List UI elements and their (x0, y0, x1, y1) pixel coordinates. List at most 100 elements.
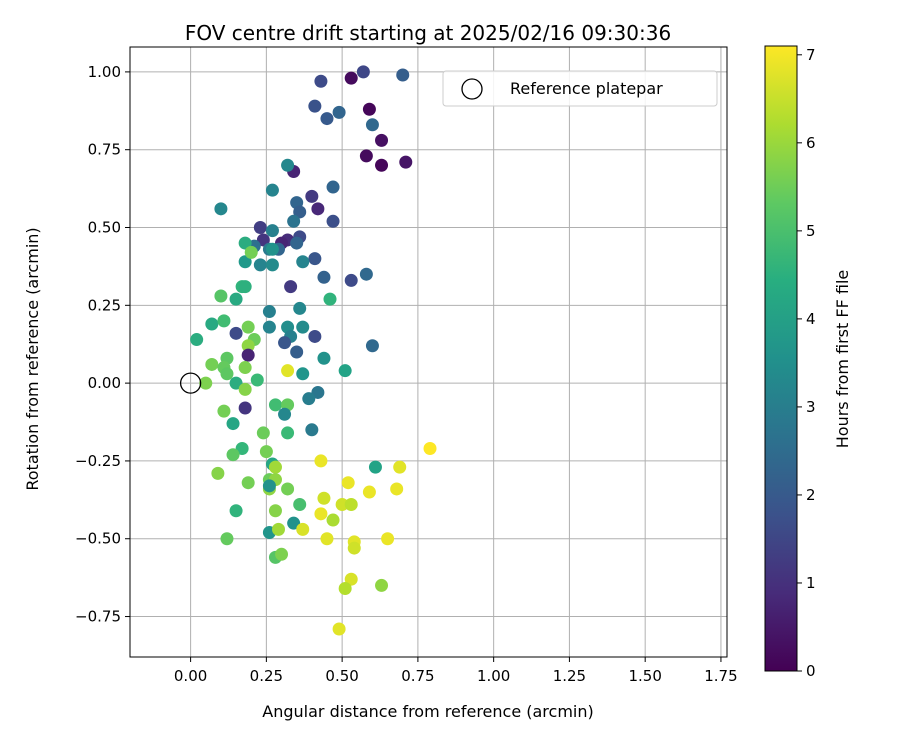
scatter-point (344, 572, 358, 586)
scatter-point (314, 454, 328, 468)
scatter-point (362, 485, 376, 499)
scatter-point (268, 460, 282, 474)
scatter-point (344, 273, 358, 287)
scatter-point (290, 345, 304, 359)
scatter-point (287, 214, 301, 228)
legend-label-reference: Reference platepar (510, 79, 663, 98)
scatter-point (311, 202, 325, 216)
colorbar-tick-label: 1 (806, 574, 816, 592)
scatter-point (238, 382, 252, 396)
scatter-point (308, 99, 322, 113)
scatter-point (393, 460, 407, 474)
x-tick-label: 0.50 (325, 667, 358, 685)
scatter-point (214, 289, 228, 303)
scatter-point (359, 267, 373, 281)
scatter-point (356, 65, 370, 79)
scatter-point (241, 476, 255, 490)
legend-reference-marker (461, 78, 483, 100)
x-tick-label: 0.00 (174, 667, 207, 685)
scatter-point (338, 364, 352, 378)
colorbar-label: Hours from first FF file (833, 270, 852, 449)
y-tick-label: −0.25 (75, 452, 121, 470)
reference-platepar-marker (179, 372, 202, 394)
scatter-point (235, 441, 249, 455)
plot-frame (129, 46, 728, 658)
scatter-point (229, 504, 243, 518)
scatter-point (256, 233, 270, 247)
scatter-point (375, 133, 389, 147)
scatter-point (265, 258, 279, 272)
y-tick-label: 0.25 (88, 296, 121, 314)
x-axis-label: Angular distance from reference (arcmin) (262, 702, 593, 721)
scatter-point (341, 476, 355, 490)
x-tick-label: 1.25 (553, 667, 586, 685)
scatter-point (381, 532, 395, 546)
scatter-point (396, 68, 410, 82)
scatter-point (326, 214, 340, 228)
reference-marker-group (179, 372, 202, 394)
x-tick-label: 0.75 (401, 667, 434, 685)
x-axis-ticks: 0.00 0.25 0.50 0.75 1.00 1.25 1.50 1.75 (174, 657, 738, 685)
y-tick-label: −0.50 (75, 530, 121, 548)
scatter-point (296, 320, 310, 334)
y-tick-label: 0.00 (88, 374, 121, 392)
colorbar-gradient (764, 45, 798, 672)
scatter-point (362, 102, 376, 116)
scatter-point (238, 280, 252, 294)
scatter-point (217, 314, 231, 328)
scatter-point (305, 423, 319, 437)
scatter-point (302, 392, 316, 406)
scatter-point (265, 242, 279, 256)
colorbar-tick-label: 0 (806, 662, 816, 680)
scatter-point (344, 71, 358, 85)
scatter-point (281, 158, 295, 172)
scatter-point (338, 582, 352, 596)
scatter-point (365, 339, 379, 353)
scatter-point (368, 460, 382, 474)
scatter-point (253, 258, 267, 272)
y-tick-label: −0.75 (75, 608, 121, 626)
scatter-point (308, 329, 322, 343)
scatter-point (293, 498, 307, 511)
colorbar: 0 1 2 3 4 5 6 7 Hours from first FF file (764, 45, 852, 680)
scatter-point (205, 317, 219, 331)
scatter-point (262, 305, 276, 319)
scatter-point (268, 504, 282, 518)
scatter-point (265, 183, 279, 197)
legend: Reference platepar (442, 70, 718, 107)
scatter-point (275, 547, 289, 561)
colorbar-tick-label: 6 (806, 134, 816, 152)
scatter-point (320, 532, 334, 546)
colorbar-tick-label: 4 (806, 310, 816, 328)
scatter-point (271, 522, 285, 536)
scatter-point (265, 224, 279, 238)
scatter-point (311, 385, 325, 399)
chart-title: FOV centre drift starting at 2025/02/16 … (185, 21, 671, 45)
colorbar-ticks: 0 1 2 3 4 5 6 7 (797, 46, 816, 680)
scatter-point (296, 522, 310, 536)
scatter-point (259, 445, 273, 459)
scatter-point (375, 578, 389, 592)
scatter-point (423, 441, 437, 455)
scatter-point (244, 245, 258, 259)
scatter-point (281, 364, 295, 378)
scatter-point (238, 401, 252, 415)
scatter-point (262, 479, 276, 493)
colorbar-tick-label: 2 (806, 486, 816, 504)
scatter-point (229, 326, 243, 340)
data-points (190, 65, 437, 636)
scatter-point (238, 361, 252, 375)
scatter-point (226, 448, 240, 462)
scatter-point (326, 180, 340, 194)
scatter-point (211, 466, 225, 480)
scatter-point (278, 336, 292, 350)
scatter-point (314, 507, 328, 521)
scatter-point (241, 348, 255, 362)
scatter-point (308, 252, 322, 266)
x-tick-label: 0.25 (250, 667, 283, 685)
scatter-point (290, 236, 304, 250)
scatter-point (238, 236, 252, 250)
scatter-point (293, 301, 307, 315)
scatter-point (229, 376, 243, 390)
